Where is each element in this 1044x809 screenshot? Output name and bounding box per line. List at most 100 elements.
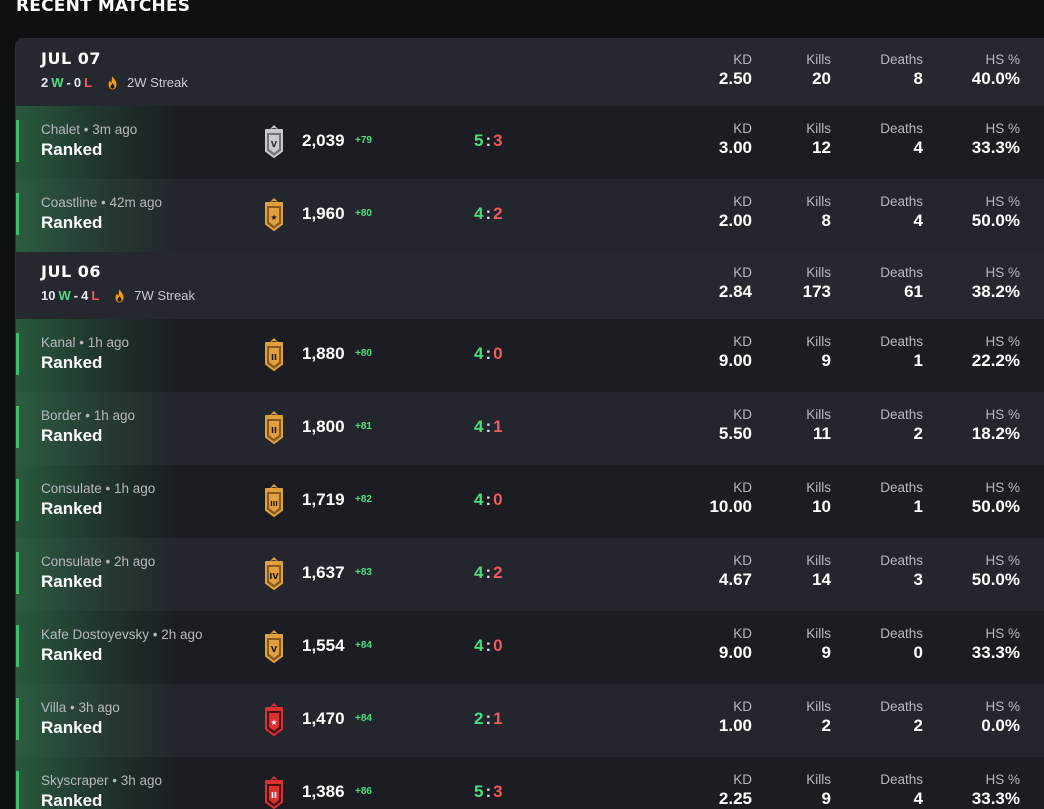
stat-label: Deaths [880, 121, 923, 136]
stat-label: Deaths [880, 52, 923, 67]
map-and-time: Consulate • 2h ago [41, 554, 156, 569]
hs-stat: HS % 18.2% [940, 407, 1020, 444]
hs-stat: HS % 0.0% [940, 699, 1020, 736]
rank-platinum-5-icon: V [262, 125, 286, 159]
stat-value: 33.3% [971, 789, 1020, 808]
match-row[interactable]: Consulate • 2h ago Ranked IV 1,637 +83 4… [16, 538, 1044, 611]
win-highlight [16, 757, 176, 809]
match-score: 4:0 [474, 490, 505, 510]
wins-count: 10 [41, 288, 56, 303]
mmr-value: 1,719 [302, 490, 345, 509]
stat-label: Kills [806, 699, 831, 714]
rank-red-2-icon: II [262, 776, 286, 809]
mmr-delta: +82 [355, 494, 372, 505]
win-indicator-bar [16, 479, 19, 521]
stat-value: 0.0% [981, 716, 1020, 735]
match-score: 5:3 [474, 782, 505, 802]
match-row[interactable]: Kanal • 1h ago Ranked II 1,880 +80 4:0 K… [16, 319, 1044, 392]
stat-value: 20 [812, 69, 831, 88]
stat-label: HS % [985, 334, 1020, 349]
score-enemy: 2 [493, 204, 505, 223]
hs-stat: HS % 38.2% [940, 265, 1020, 302]
stat-label: Kills [806, 265, 831, 280]
mmr-value: 1,960 [302, 204, 345, 223]
kd-stat: KD 9.00 [672, 626, 752, 663]
stat-value: 10 [812, 497, 831, 516]
day-date: JUL 06 [41, 262, 101, 281]
rank-gold-5-icon: V [262, 630, 286, 664]
stat-label: Deaths [880, 265, 923, 280]
win-highlight [16, 106, 176, 179]
mmr-delta: +81 [355, 421, 372, 432]
streak-text: 2W Streak [127, 75, 188, 90]
svg-text:III: III [270, 500, 278, 508]
recent-matches-panel: JUL 07 2 W - 0 L 2W Streak KD 2.50 Kills… [15, 38, 1044, 809]
kills-stat: Kills 8 [751, 194, 831, 231]
flame-icon [114, 288, 125, 303]
match-row[interactable]: Border • 1h ago Ranked II 1,800 +81 4:1 … [16, 392, 1044, 465]
mmr-value: 1,637 [302, 563, 345, 582]
stat-value: 9 [821, 643, 831, 662]
stat-label: HS % [985, 626, 1020, 641]
deaths-stat: Deaths 0 [843, 626, 923, 663]
stat-value: 2.84 [718, 282, 752, 301]
score-colon: : [485, 490, 494, 509]
stat-value: 4.67 [718, 570, 752, 589]
stat-label: HS % [985, 772, 1020, 787]
match-row[interactable]: Villa • 3h ago Ranked ★ 1,470 +84 2:1 KD… [16, 684, 1044, 757]
kd-stat: KD 9.00 [672, 334, 752, 371]
map-and-time: Skyscraper • 3h ago [41, 773, 163, 788]
kills-stat: Kills 14 [751, 553, 831, 590]
score-colon: : [485, 131, 494, 150]
deaths-stat: Deaths 8 [843, 52, 923, 89]
map-and-time: Kafe Dostoyevsky • 2h ago [41, 627, 203, 642]
section-title: RECENT MATCHES [16, 0, 191, 16]
win-highlight [16, 179, 176, 252]
score-enemy: 3 [493, 131, 505, 150]
mmr-value: 1,554 [302, 636, 345, 655]
stat-value: 2 [821, 716, 831, 735]
map-and-time: Villa • 3h ago [41, 700, 120, 715]
stat-label: KD [733, 52, 752, 67]
kd-stat: KD 2.25 [672, 772, 752, 809]
svg-text:IV: IV [269, 572, 279, 581]
match-row[interactable]: Coastline • 42m ago Ranked ★ 1,960 +80 4… [16, 179, 1044, 252]
match-row[interactable]: Skyscraper • 3h ago Ranked II 1,386 +86 … [16, 757, 1044, 809]
stat-label: KD [733, 121, 752, 136]
hs-stat: HS % 50.0% [940, 480, 1020, 517]
win-highlight [16, 684, 176, 757]
match-row[interactable]: Consulate • 1h ago Ranked III 1,719 +82 … [16, 465, 1044, 538]
stat-label: KD [733, 772, 752, 787]
rank-gold-star-icon: ★ [262, 198, 286, 232]
deaths-stat: Deaths 2 [843, 699, 923, 736]
stat-label: Kills [806, 772, 831, 787]
rank-gold-3-icon: III [262, 484, 286, 518]
stat-label: Kills [806, 334, 831, 349]
stat-label: Kills [806, 553, 831, 568]
day-record: 2 W - 0 L 2W Streak [41, 75, 188, 90]
score-colon: : [485, 709, 494, 728]
score-team: 5 [474, 131, 486, 150]
match-mode: Ranked [41, 718, 103, 737]
stat-label: KD [733, 407, 752, 422]
map-and-time: Coastline • 42m ago [41, 195, 163, 210]
kills-stat: Kills 173 [751, 265, 831, 302]
svg-text:V: V [271, 140, 278, 149]
mmr-delta: +84 [355, 640, 372, 651]
deaths-stat: Deaths 1 [843, 480, 923, 517]
stat-value: 1 [913, 497, 923, 516]
map-and-time: Border • 1h ago [41, 408, 136, 423]
win-indicator-bar [16, 771, 19, 809]
deaths-stat: Deaths 61 [843, 265, 923, 302]
match-row[interactable]: Chalet • 3m ago Ranked V 2,039 +79 5:3 K… [16, 106, 1044, 179]
score-enemy: 3 [493, 782, 505, 801]
stat-value: 2 [913, 424, 923, 443]
match-mode: Ranked [41, 140, 103, 159]
score-colon: : [485, 344, 494, 363]
rank-gold-2-icon: II [262, 338, 286, 372]
win-indicator-bar [16, 406, 19, 448]
kd-stat: KD 5.50 [672, 407, 752, 444]
deaths-stat: Deaths 4 [843, 772, 923, 809]
deaths-stat: Deaths 4 [843, 194, 923, 231]
match-row[interactable]: Kafe Dostoyevsky • 2h ago Ranked V 1,554… [16, 611, 1044, 684]
